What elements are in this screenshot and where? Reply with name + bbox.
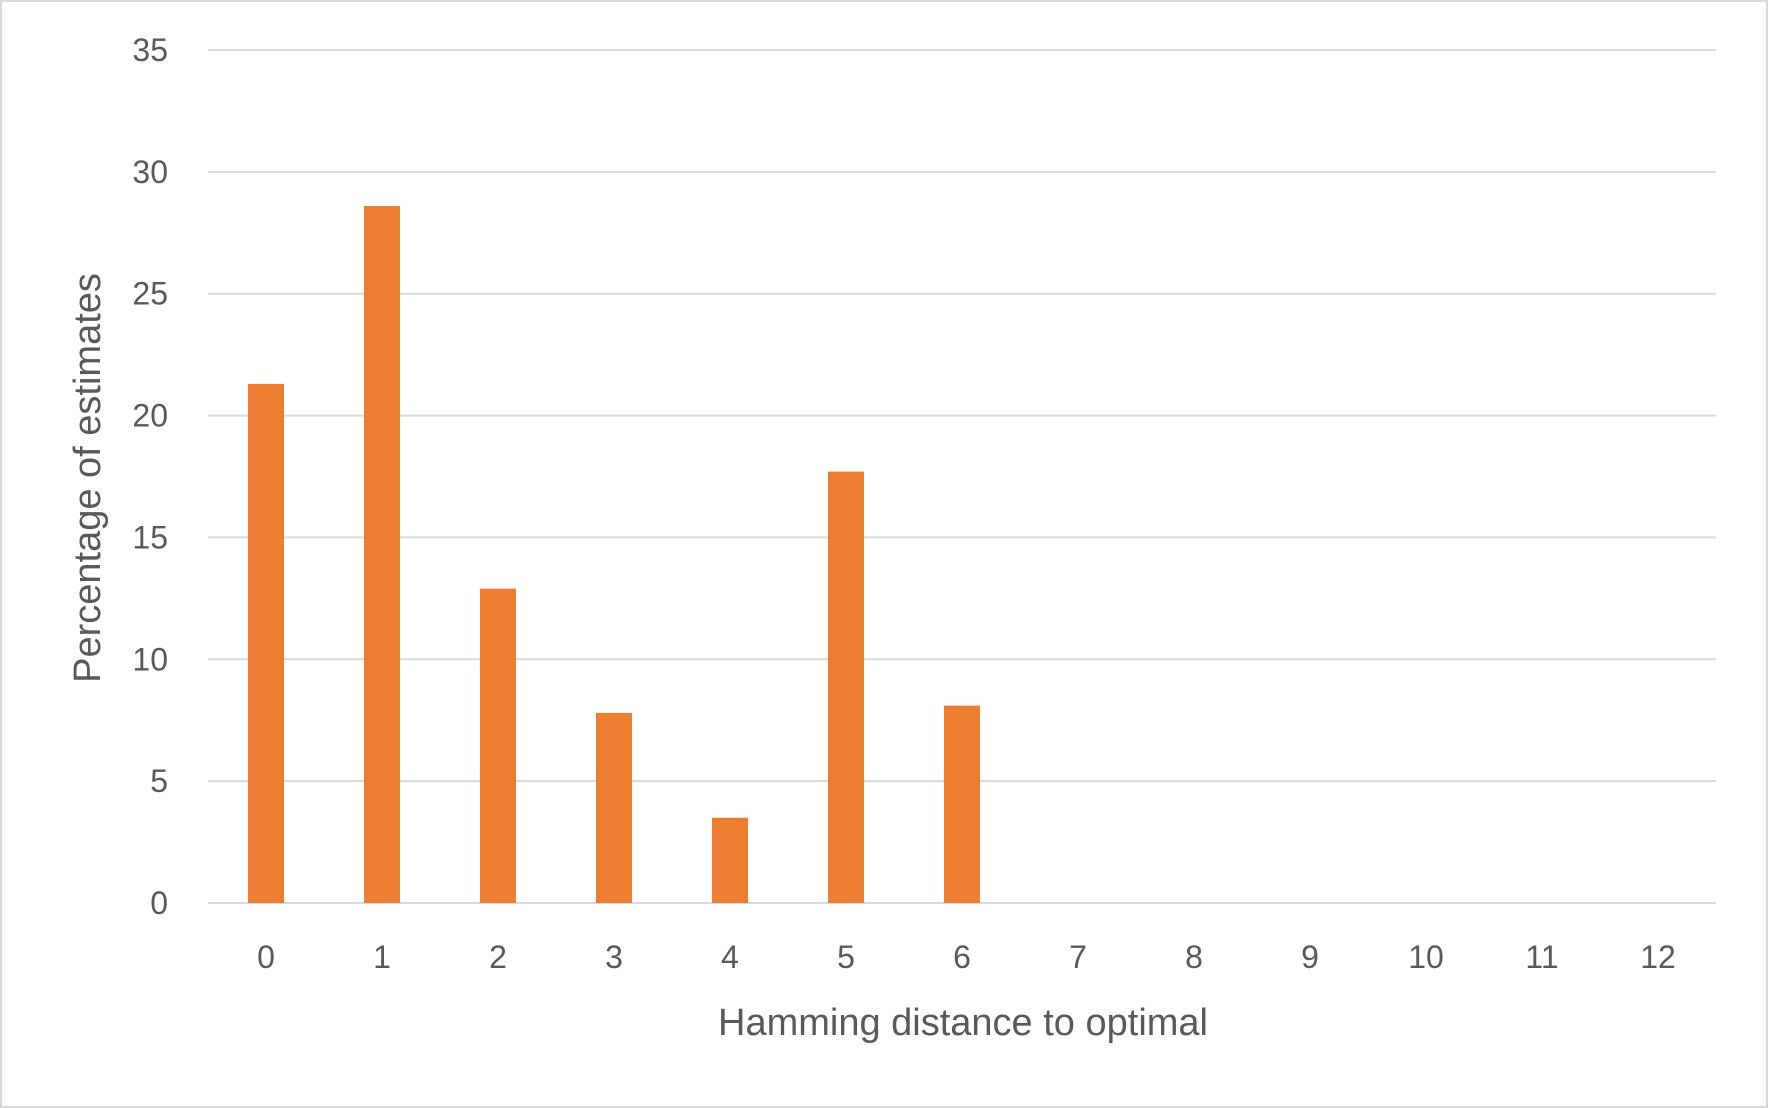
bar-4 — [712, 817, 748, 903]
x-axis-ticks: 0 1 2 3 4 5 6 7 8 9 10 11 12 — [257, 939, 1676, 975]
x-tick-label: 1 — [373, 939, 391, 975]
bar-1 — [364, 205, 400, 903]
x-tick-label: 2 — [489, 939, 507, 975]
x-tick-label: 12 — [1640, 939, 1676, 975]
y-axis-title: Percentage of estimates — [67, 273, 109, 683]
y-tick-label: 20 — [132, 398, 168, 434]
x-tick-label: 3 — [605, 939, 623, 975]
x-tick-label: 4 — [721, 939, 739, 975]
x-tick-label: 11 — [1525, 939, 1558, 975]
x-axis-title: Hamming distance to optimal — [718, 1002, 1208, 1044]
x-tick-label: 8 — [1185, 939, 1203, 975]
y-tick-label: 0 — [150, 885, 168, 921]
bar-5 — [828, 471, 864, 903]
y-tick-label: 5 — [150, 763, 168, 799]
x-tick-label: 0 — [257, 939, 275, 975]
x-tick-label: 9 — [1301, 939, 1319, 975]
x-tick-label: 7 — [1069, 939, 1087, 975]
bar-6 — [944, 705, 980, 903]
bar-2 — [480, 588, 516, 903]
x-tick-label: 5 — [837, 939, 855, 975]
x-tick-label: 6 — [953, 939, 971, 975]
bar-3 — [596, 712, 632, 903]
y-tick-label: 30 — [132, 154, 168, 190]
x-tick-label: 10 — [1408, 939, 1444, 975]
y-tick-label: 15 — [132, 519, 168, 555]
bar-0 — [248, 383, 284, 904]
y-axis-ticks: 0 5 10 15 20 25 30 35 — [132, 32, 168, 921]
y-tick-label: 25 — [132, 276, 168, 312]
y-tick-label: 10 — [132, 641, 168, 677]
y-tick-label: 35 — [132, 32, 168, 68]
gridlines — [208, 49, 1716, 904]
bars — [248, 205, 980, 904]
